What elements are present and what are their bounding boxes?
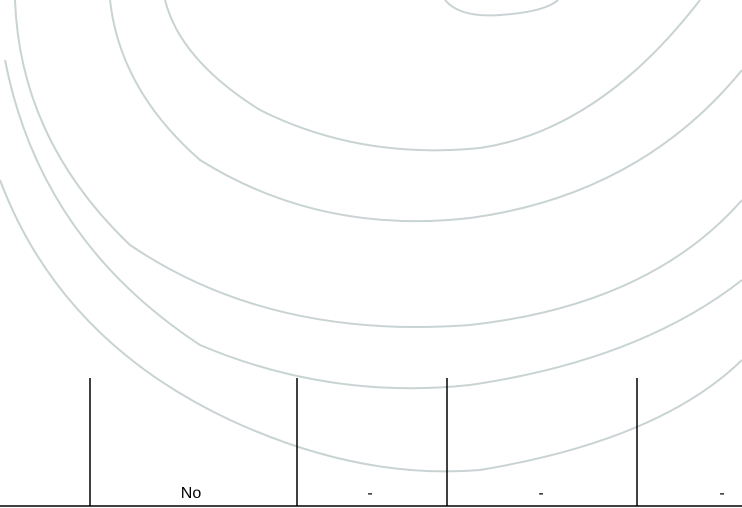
ring xyxy=(109,0,742,223)
table-cell: No xyxy=(181,485,202,502)
ring xyxy=(444,0,559,17)
table-cell: - xyxy=(538,485,543,502)
ring xyxy=(14,0,742,329)
table-cell: - xyxy=(719,485,724,502)
background-rings xyxy=(0,0,742,473)
table-cell: - xyxy=(367,485,372,502)
ring xyxy=(4,59,742,390)
table: No - - - xyxy=(0,378,742,507)
ring xyxy=(164,0,701,152)
ring xyxy=(0,179,742,473)
